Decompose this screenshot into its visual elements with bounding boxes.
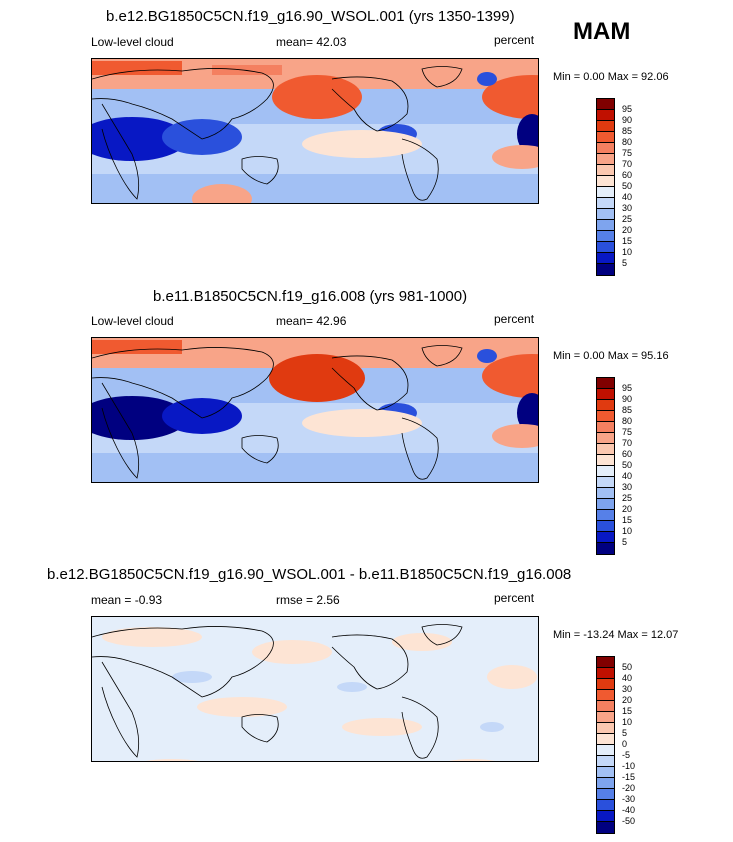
colorbar-tick: 40 (622, 673, 633, 683)
panel-2-map (91, 337, 539, 483)
panel-3-mean-label: mean = -0.93 (91, 593, 163, 607)
colorbar-tick: 90 (622, 394, 633, 404)
colorbar-tick: 30 (622, 684, 633, 694)
panel-2-cloud-field (92, 338, 538, 482)
colorbar-tick: 50 (622, 181, 633, 191)
colorbar-tick: 95 (622, 383, 633, 393)
panel-3-minmax: Min = -13.24 Max = 12.07 (553, 629, 679, 641)
colorbar-tick: 85 (622, 126, 633, 136)
colorbar-tick: 85 (622, 405, 633, 415)
panel-1-variable-label: Low-level cloud (91, 35, 174, 49)
colorbar-tick: -20 (622, 783, 636, 793)
colorbar-tick: 5 (622, 537, 628, 547)
colorbar-tick: 90 (622, 115, 633, 125)
panel-3-title: b.e12.BG1850C5CN.f19_g16.90_WSOL.001 - b… (47, 566, 572, 583)
colorbar-tick: -40 (622, 805, 636, 815)
panel-3-colorbar (596, 656, 615, 834)
colorbar-tick: 50 (622, 460, 633, 470)
panel-1-cloud-field (92, 59, 538, 203)
colorbar-tick: 30 (622, 203, 633, 213)
panel-2-title: b.e11.B1850C5CN.f19_g16.008 (yrs 981-100… (153, 288, 468, 305)
colorbar-tick: -10 (622, 761, 636, 771)
colorbar-tick: 15 (622, 515, 633, 525)
colorbar-tick: 60 (622, 449, 633, 459)
colorbar-tick: 95 (622, 104, 633, 114)
colorbar-tick: 10 (622, 717, 633, 727)
colorbar-tick: 40 (622, 471, 633, 481)
colorbar-tick: 30 (622, 482, 633, 492)
colorbar-tick: 20 (622, 225, 633, 235)
colorbar-tick: -5 (622, 750, 631, 760)
colorbar-tick: 50 (622, 662, 633, 672)
colorbar-tick: 80 (622, 137, 633, 147)
colorbar-tick: 75 (622, 427, 633, 437)
panel-2-units-label: percent (494, 312, 535, 326)
panel-2-mean-label: mean= 42.96 (276, 314, 347, 328)
season-label: MAM (573, 18, 631, 45)
colorbar-tick: 10 (622, 247, 633, 257)
panel-2-colorbar (596, 377, 615, 555)
colorbar-tick: 0 (622, 739, 628, 749)
colorbar-tick: 40 (622, 192, 633, 202)
colorbar-tick: 70 (622, 438, 633, 448)
colorbar-tick: -30 (622, 794, 636, 804)
colorbar-tick: 60 (622, 170, 633, 180)
colorbar-tick: 25 (622, 214, 633, 224)
colorbar-tick: 75 (622, 148, 633, 158)
panel-2-variable-label: Low-level cloud (91, 314, 174, 328)
panel-1-map (91, 58, 539, 204)
panel-3-units-label: percent (494, 591, 535, 605)
panel-1-minmax: Min = 0.00 Max = 92.06 (553, 71, 669, 83)
panel-3-rmse-label: rmse = 2.56 (276, 593, 340, 607)
colorbar-tick: 5 (622, 258, 628, 268)
colorbar-tick: 15 (622, 236, 633, 246)
panel-1-title: b.e12.BG1850C5CN.f19_g16.90_WSOL.001 (yr… (106, 8, 515, 25)
colorbar-tick: -50 (622, 816, 636, 826)
colorbar-tick: -15 (622, 772, 636, 782)
panel-3-map (91, 616, 539, 762)
colorbar-tick: 5 (622, 728, 628, 738)
colorbar-tick: 15 (622, 706, 633, 716)
panel-1-units-label: percent (494, 33, 535, 47)
panel-3-difference-field (92, 617, 538, 761)
panel-2-minmax: Min = 0.00 Max = 95.16 (553, 350, 669, 362)
colorbar-tick: 20 (622, 504, 633, 514)
colorbar-tick: 10 (622, 526, 633, 536)
colorbar-tick: 70 (622, 159, 633, 169)
panel-1-mean-label: mean= 42.03 (276, 35, 347, 49)
colorbar-tick: 20 (622, 695, 633, 705)
panel-1-colorbar (596, 98, 615, 276)
colorbar-tick: 80 (622, 416, 633, 426)
colorbar-tick: 25 (622, 493, 633, 503)
